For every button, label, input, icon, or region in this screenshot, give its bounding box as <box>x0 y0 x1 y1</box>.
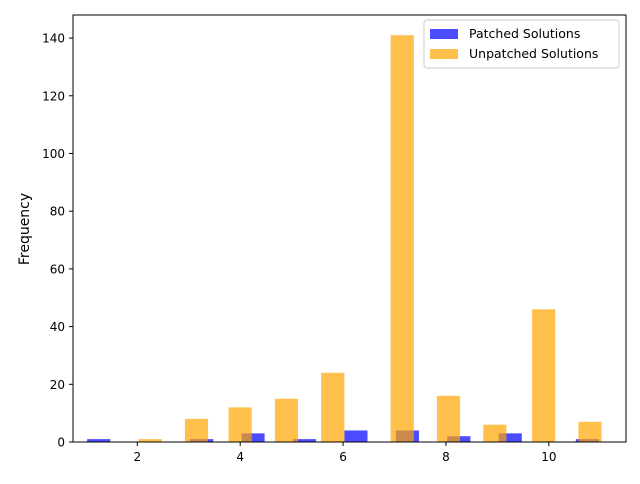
y-axis: 0 20 40 60 80 100 120 140 <box>42 32 73 450</box>
y-tick-label-3: 60 <box>50 262 65 276</box>
legend-label-patched: Patched Solutions <box>469 26 580 41</box>
bar-unpatched-7 <box>483 424 507 442</box>
legend-box <box>423 19 620 69</box>
x-tick-label-2: 6 <box>339 450 347 464</box>
bar-patched-3 <box>292 439 317 442</box>
y-tick-label-5: 100 <box>42 147 65 161</box>
bar-unpatched-8 <box>532 309 556 442</box>
bar-unpatched-4 <box>321 372 345 442</box>
y-tick-label-2: 40 <box>50 320 65 334</box>
bar-unpatched-3 <box>274 398 299 442</box>
y-tick-label-1: 20 <box>50 378 65 392</box>
bar-patched-2 <box>241 433 265 442</box>
y-tick-label-6: 120 <box>42 89 65 103</box>
plot-frame <box>72 14 627 443</box>
bar-unpatched-1 <box>184 418 209 442</box>
legend-swatch-unpatched <box>430 49 458 59</box>
bars-layer <box>87 35 602 442</box>
bar-unpatched-5 <box>390 35 414 442</box>
x-tick-label-4: 10 <box>541 450 556 464</box>
x-tick-label-0: 2 <box>133 450 141 464</box>
bar-unpatched-6 <box>436 395 461 442</box>
x-axis: 2 4 6 8 10 <box>133 442 556 464</box>
x-tick-label-1: 4 <box>236 450 244 464</box>
legend: Patched Solutions Unpatched Solutions <box>423 19 620 69</box>
y-axis-label: Frequency <box>17 193 33 265</box>
bar-patched-4 <box>344 430 368 442</box>
bar-patched-0 <box>87 439 111 442</box>
bar-unpatched-0 <box>138 439 162 442</box>
x-tick-label-3: 8 <box>442 450 450 464</box>
y-tick-label-4: 80 <box>50 205 65 219</box>
bar-unpatched-9 <box>578 421 602 442</box>
bar-patched-7 <box>498 433 522 442</box>
y-tick-label-7: 140 <box>42 32 65 46</box>
y-tick-label-0: 0 <box>57 436 65 450</box>
legend-label-unpatched: Unpatched Solutions <box>469 46 598 61</box>
legend-swatch-patched <box>430 29 458 39</box>
bar-unpatched-2 <box>228 407 252 442</box>
